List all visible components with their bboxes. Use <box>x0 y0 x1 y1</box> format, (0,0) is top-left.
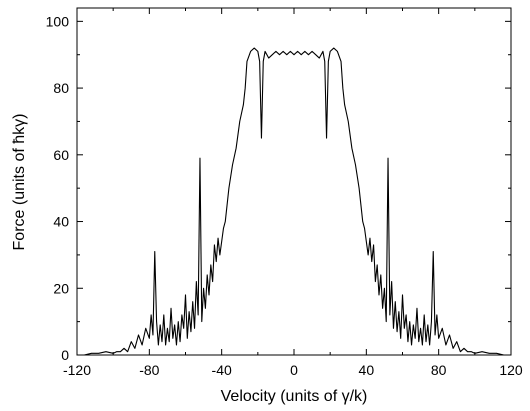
y-tick-label: 40 <box>53 214 69 230</box>
x-tick-label: 40 <box>359 362 375 378</box>
y-axis-label: Force (units of ħkγ) <box>11 114 28 251</box>
force-curve <box>77 47 511 356</box>
x-tick-label: -40 <box>212 362 232 378</box>
y-tick-label: 100 <box>46 13 70 29</box>
x-tick-label: -120 <box>63 362 91 378</box>
x-axis-label: Velocity (units of γ/k) <box>221 388 368 405</box>
x-tick-label: 0 <box>290 362 298 378</box>
y-tick-label: 20 <box>53 280 69 296</box>
y-tick-label: 60 <box>53 147 69 163</box>
y-tick-label: 0 <box>61 347 69 363</box>
y-tick-label: 80 <box>53 80 69 96</box>
x-tick-label: -80 <box>139 362 159 378</box>
plot-frame <box>76 7 512 356</box>
x-tick-label: 120 <box>499 362 523 378</box>
x-tick-label: 80 <box>431 362 447 378</box>
